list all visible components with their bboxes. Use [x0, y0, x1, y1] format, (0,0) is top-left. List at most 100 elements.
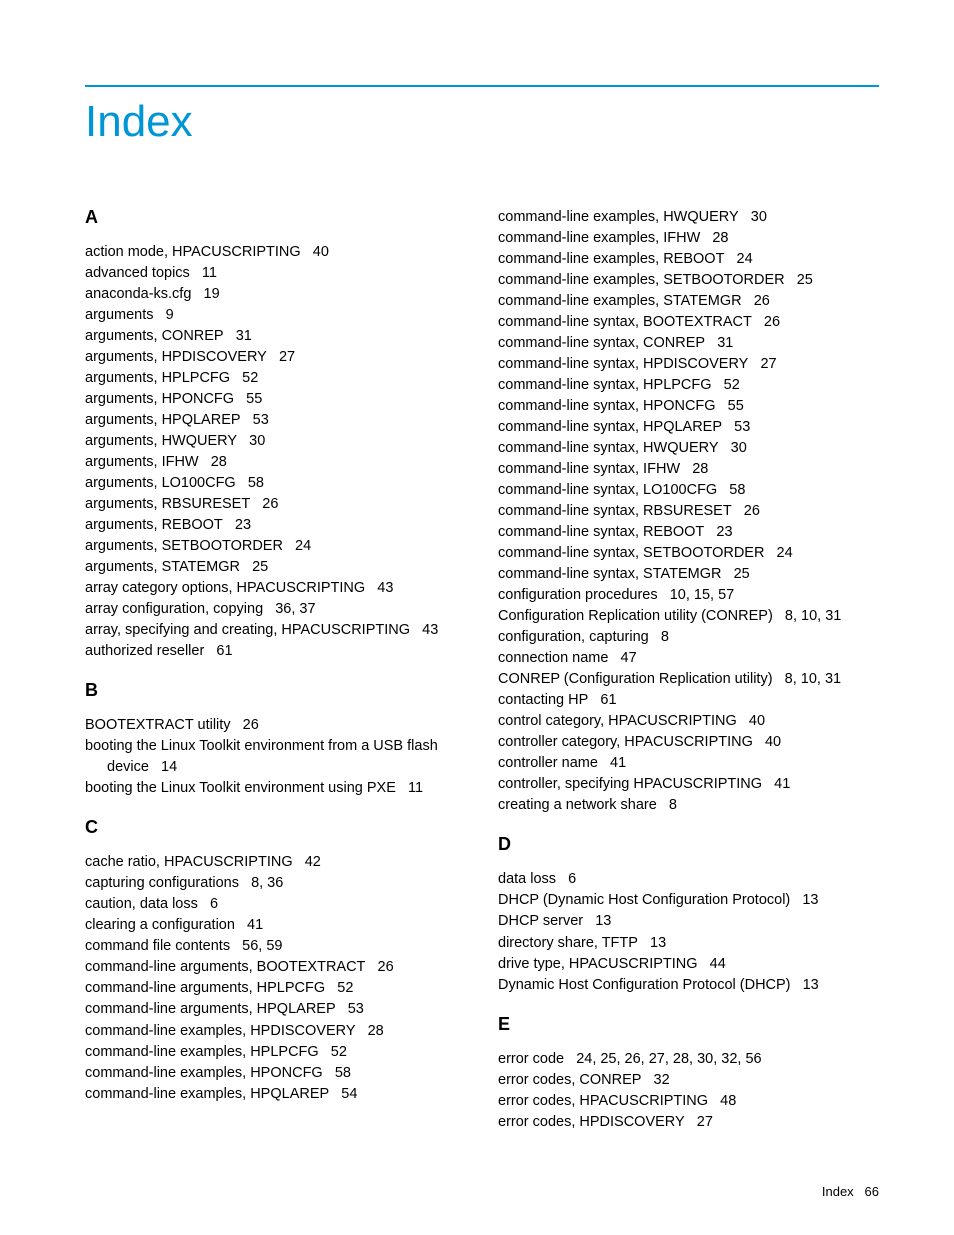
index-entry: arguments, HPQLAREP 53: [85, 410, 466, 431]
entry-term: arguments, STATEMGR: [85, 559, 240, 575]
entry-term: command-line syntax, HWQUERY: [498, 440, 719, 456]
index-entry: command-line syntax, HPQLAREP 53: [498, 417, 879, 438]
index-entry: advanced topics 11: [85, 263, 466, 284]
index-entry: arguments, HWQUERY 30: [85, 431, 466, 452]
entry-pages: 24: [777, 545, 793, 561]
entry-pages: 8: [661, 629, 669, 645]
entry-term: command-line arguments, HPQLAREP: [85, 1001, 336, 1017]
index-entry: creating a network share 8: [498, 795, 879, 816]
index-entry: anaconda-ks.cfg 19: [85, 284, 466, 305]
entry-term: data loss: [498, 871, 556, 887]
index-entry: directory share, TFTP 13: [498, 933, 879, 954]
entries-list: error code 24, 25, 26, 27, 28, 30, 32, 5…: [498, 1049, 879, 1133]
entry-pages: 43: [377, 580, 393, 596]
entry-term: configuration procedures: [498, 587, 658, 603]
entry-term: error codes, HPDISCOVERY: [498, 1114, 685, 1130]
entry-pages: 36, 37: [275, 601, 315, 617]
index-entry: action mode, HPACUSCRIPTING 40: [85, 242, 466, 263]
entry-pages: 52: [724, 377, 740, 393]
entry-term: clearing a configuration: [85, 917, 235, 933]
index-entry: command-line examples, SETBOOTORDER 25: [498, 270, 879, 291]
entry-pages: 11: [202, 265, 217, 281]
index-entry: CONREP (Configuration Replication utilit…: [498, 669, 879, 690]
entry-term: command-line examples, HPONCFG: [85, 1065, 323, 1081]
index-entry: DHCP server 13: [498, 911, 879, 932]
index-entry: BOOTEXTRACT utility 26: [85, 715, 466, 736]
index-entry: command-line syntax, IFHW 28: [498, 459, 879, 480]
entry-term: command-line syntax, SETBOOTORDER: [498, 545, 764, 561]
entry-term: command-line arguments, HPLPCFG: [85, 980, 325, 996]
entry-pages: 58: [335, 1065, 351, 1081]
entry-pages: 13: [803, 977, 819, 993]
entry-term: arguments, HPDISCOVERY: [85, 349, 267, 365]
index-section: Ddata loss 6DHCP (Dynamic Host Configura…: [498, 834, 879, 995]
index-entry: arguments, LO100CFG 58: [85, 473, 466, 494]
index-page: Index Aaction mode, HPACUSCRIPTING 40adv…: [0, 0, 954, 1235]
entries-list: command-line examples, HWQUERY 30command…: [498, 207, 879, 816]
entry-term: error codes, HPACUSCRIPTING: [498, 1093, 708, 1109]
index-entry: control category, HPACUSCRIPTING 40: [498, 711, 879, 732]
entry-pages: 8, 36: [251, 875, 283, 891]
entry-pages: 40: [749, 713, 765, 729]
entry-pages: 19: [204, 286, 220, 302]
entry-term: command-line examples, REBOOT: [498, 251, 724, 267]
entries-list: action mode, HPACUSCRIPTING 40advanced t…: [85, 242, 466, 662]
index-entry: array category options, HPACUSCRIPTING 4…: [85, 578, 466, 599]
index-entry: command-line syntax, HPDISCOVERY 27: [498, 354, 879, 375]
entry-pages: 52: [242, 370, 258, 386]
entry-pages: 32: [654, 1072, 670, 1088]
entry-term: connection name: [498, 650, 608, 666]
entry-term: anaconda-ks.cfg: [85, 286, 191, 302]
entry-term: authorized reseller: [85, 643, 204, 659]
index-entry: arguments, HPDISCOVERY 27: [85, 347, 466, 368]
entry-term: command-line syntax, HPQLAREP: [498, 419, 722, 435]
entry-pages: 43: [422, 622, 438, 638]
entry-pages: 54: [341, 1086, 357, 1102]
index-entry: DHCP (Dynamic Host Configuration Protoco…: [498, 890, 879, 911]
index-entry: arguments, SETBOOTORDER 24: [85, 536, 466, 557]
entry-term: array category options, HPACUSCRIPTING: [85, 580, 365, 596]
entry-term: DHCP server: [498, 913, 583, 929]
entry-pages: 26: [243, 717, 259, 733]
entry-pages: 30: [731, 440, 747, 456]
entry-term: directory share, TFTP: [498, 935, 638, 951]
entry-term: error codes, CONREP: [498, 1072, 641, 1088]
entry-term: command-line examples, HPLPCFG: [85, 1044, 319, 1060]
entry-pages: 8, 10, 31: [785, 671, 841, 687]
entry-pages: 26: [378, 959, 394, 975]
entry-pages: 31: [717, 335, 733, 351]
index-columns: Aaction mode, HPACUSCRIPTING 40advanced …: [85, 207, 879, 1133]
entry-term: cache ratio, HPACUSCRIPTING: [85, 854, 293, 870]
entry-term: command file contents: [85, 938, 230, 954]
entry-term: arguments, HPQLAREP: [85, 412, 241, 428]
index-entry: command-line syntax, LO100CFG 58: [498, 480, 879, 501]
entry-pages: 24: [295, 538, 311, 554]
entry-term: arguments, REBOOT: [85, 517, 223, 533]
entry-pages: 41: [610, 755, 626, 771]
entry-term: capturing configurations: [85, 875, 239, 891]
index-entry: drive type, HPACUSCRIPTING 44: [498, 954, 879, 975]
entry-term: controller name: [498, 755, 598, 771]
index-entry: command-line arguments, HPLPCFG 52: [85, 978, 466, 999]
entry-pages: 26: [764, 314, 780, 330]
index-entry: arguments 9: [85, 305, 466, 326]
index-entry: command-line arguments, BOOTEXTRACT 26: [85, 957, 466, 978]
entry-term: command-line syntax, HPLPCFG: [498, 377, 712, 393]
entry-pages: 41: [774, 776, 790, 792]
entry-term: action mode, HPACUSCRIPTING: [85, 244, 301, 260]
index-entry: command-line syntax, BOOTEXTRACT 26: [498, 312, 879, 333]
index-entry: arguments, STATEMGR 25: [85, 557, 466, 578]
entry-pages: 55: [728, 398, 744, 414]
entry-pages: 53: [348, 1001, 364, 1017]
section-letter: C: [85, 817, 466, 838]
entry-pages: 47: [621, 650, 637, 666]
entry-pages: 61: [600, 692, 616, 708]
index-entry: controller name 41: [498, 753, 879, 774]
index-entry: error codes, CONREP 32: [498, 1070, 879, 1091]
entry-pages: 26: [262, 496, 278, 512]
entry-term: arguments, IFHW: [85, 454, 199, 470]
index-section: Eerror code 24, 25, 26, 27, 28, 30, 32, …: [498, 1014, 879, 1133]
entry-pages: 58: [729, 482, 745, 498]
entry-term: DHCP (Dynamic Host Configuration Protoco…: [498, 892, 790, 908]
index-entry: command-line examples, HPDISCOVERY 28: [85, 1021, 466, 1042]
